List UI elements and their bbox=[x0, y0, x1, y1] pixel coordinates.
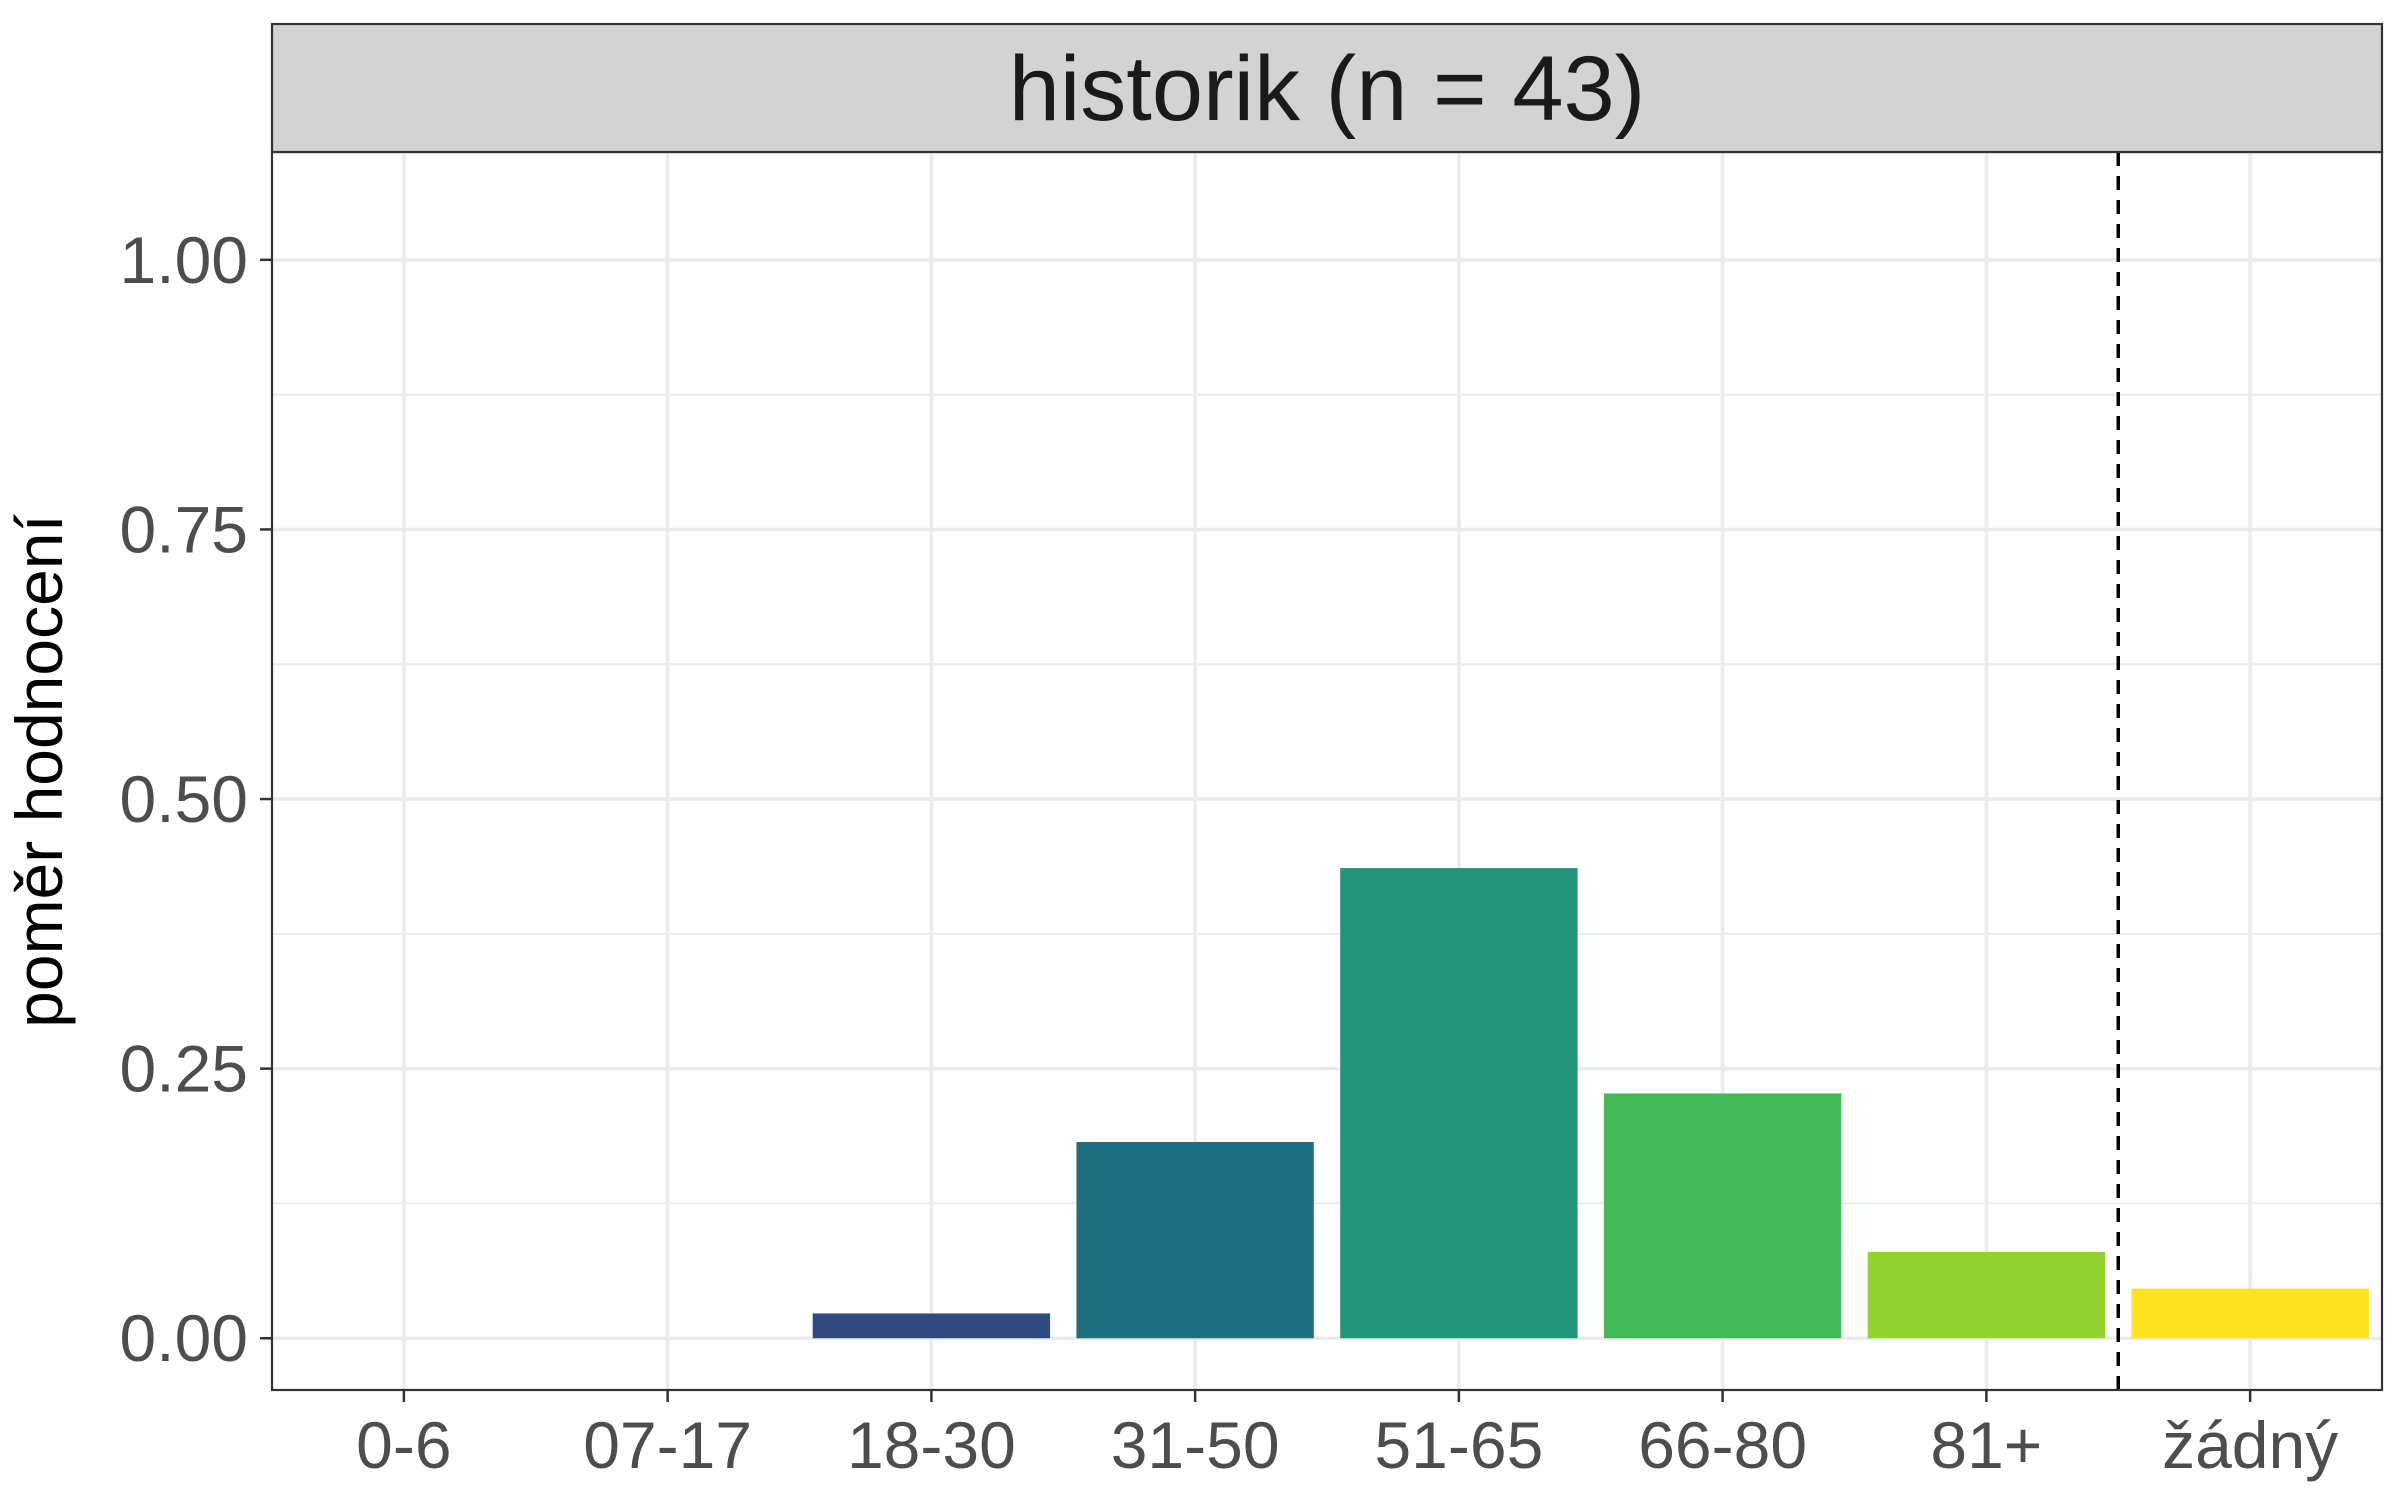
strip-background bbox=[270, 22, 2384, 154]
x-tick-label: 51-65 bbox=[1374, 1408, 1543, 1482]
y-tick-label: 0.25 bbox=[120, 1032, 248, 1106]
x-tick-label: 81+ bbox=[1930, 1408, 2042, 1482]
x-axis: 0-6 07-17 18-30 31-50 51-65 66-80 81+ žádný bbox=[356, 1390, 2338, 1482]
bar-66-80 bbox=[1603, 1093, 1842, 1339]
bar-žádný bbox=[2131, 1288, 2369, 1339]
bar-51-65 bbox=[1340, 868, 1578, 1339]
x-tick-label: 31-50 bbox=[1111, 1408, 1280, 1482]
bar-31-50 bbox=[1076, 1141, 1314, 1339]
bar-81+ bbox=[1867, 1251, 2106, 1339]
x-tick-label: 66-80 bbox=[1638, 1408, 1807, 1482]
y-tick-label: 1.00 bbox=[120, 223, 248, 297]
bars bbox=[812, 868, 2369, 1339]
y-tick-label: 0.00 bbox=[120, 1301, 248, 1375]
x-tick-label: 18-30 bbox=[847, 1408, 1016, 1482]
x-tick-label: 07-17 bbox=[583, 1408, 752, 1482]
x-tick-label: 0-6 bbox=[356, 1408, 451, 1482]
y-axis: 0.00 0.25 0.50 0.75 1.00 bbox=[120, 223, 272, 1375]
y-tick-label: 0.75 bbox=[120, 492, 248, 566]
y-tick-label: 0.50 bbox=[120, 762, 248, 836]
chart-title: historik (n = 43) bbox=[1009, 38, 1646, 140]
x-tick-label: žádný bbox=[2162, 1408, 2338, 1482]
bar-18-30 bbox=[812, 1313, 1051, 1339]
minor-gridlines bbox=[272, 393, 2382, 1205]
y-axis-title: poměr hodnocení bbox=[2, 513, 76, 1027]
